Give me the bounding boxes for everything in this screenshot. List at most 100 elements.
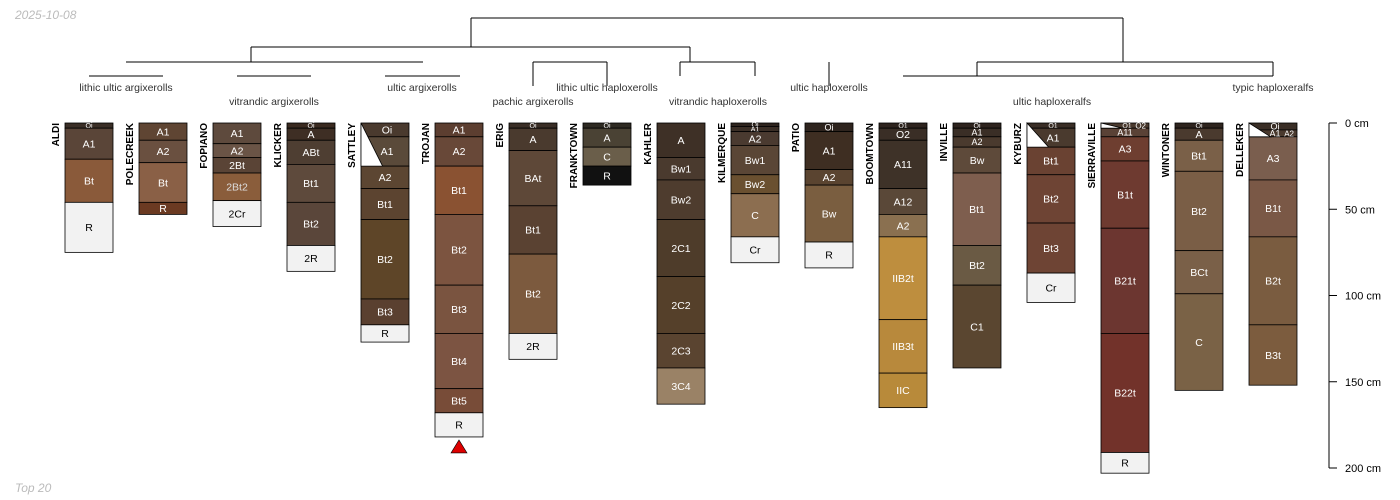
horizon-label: A2 [453, 146, 466, 158]
horizon-label: Bt2 [1043, 194, 1059, 206]
horizon-label: IIC [896, 385, 910, 397]
horizon-label: Bt1 [1191, 151, 1207, 163]
group-label: vitrandic haploxerolls [669, 96, 767, 108]
horizon-bt3 [360, 298, 410, 326]
horizon-label: Bw [822, 208, 837, 220]
horizon-label: A3 [1267, 153, 1280, 165]
profile-name: KLICKER [273, 122, 284, 167]
horizon-label: Cr [1045, 283, 1057, 295]
profile-name: INVILLE [939, 123, 950, 162]
profile-name: DELLEKER [1235, 122, 1246, 177]
horizon-label: Bw2 [745, 179, 766, 191]
horizon-label: B3t [1265, 350, 1281, 362]
horizon-label: C [1195, 337, 1203, 349]
horizon-label: Bt2 [525, 289, 541, 301]
horizon-label: 2C3 [671, 345, 690, 357]
horizon-label: R [381, 328, 389, 340]
horizon-label: C1 [970, 321, 984, 333]
depth-tick-label: 150 cm [1345, 377, 1381, 389]
horizon-bat [508, 150, 558, 207]
horizon-bw [952, 146, 1002, 174]
horizon-label: R [603, 170, 611, 182]
horizon-bct [1174, 250, 1224, 295]
horizon-label: IIB2t [892, 273, 914, 285]
horizon-label: Oi [974, 123, 981, 130]
horizon-label: 2R [526, 341, 540, 353]
horizon-label: Bt1 [303, 178, 319, 190]
horizon-label: Oi [86, 123, 93, 130]
horizon-label: Bt [158, 177, 168, 189]
horizon-label: Bw2 [671, 195, 692, 207]
horizon-label: O2 [1135, 122, 1146, 131]
horizon-bw1 [730, 145, 780, 176]
horizon-label: Bt3 [1043, 243, 1059, 255]
horizon-label: B2t [1265, 276, 1281, 288]
horizon-label: 2Cr [229, 208, 246, 220]
depth-tick-label: 50 cm [1345, 204, 1375, 216]
horizon-b3t [1248, 324, 1298, 386]
horizon-label: A2 [157, 146, 170, 158]
horizon-bt1 [286, 163, 336, 203]
horizon-label: Bt1 [525, 225, 541, 237]
footer-label: Top 20 [15, 481, 52, 495]
horizon-label: O1 [898, 123, 907, 130]
horizon-label: Bw1 [745, 155, 766, 167]
horizon-label: Bt1 [451, 185, 467, 197]
horizon-label: A11 [1117, 128, 1132, 138]
horizon-label: Bt1 [377, 199, 393, 211]
horizon-label: A1 [83, 138, 96, 150]
horizon-label: C [603, 151, 611, 163]
profile-name: SIERRAVILLE [1087, 123, 1098, 189]
horizon-label: ABt [303, 147, 320, 159]
horizon-label: A2 [749, 133, 762, 145]
group-label: pachic argixerolls [492, 96, 573, 108]
surface-wedge [1100, 122, 1123, 129]
profile-name: SATTLEY [347, 123, 358, 168]
horizon-label: Oi [308, 123, 315, 130]
horizon-bt2 [286, 201, 336, 246]
horizon-iib3t [878, 319, 928, 374]
horizon-label: BAt [525, 173, 542, 185]
horizon-b1t [1100, 160, 1150, 229]
horizon-label: 2C2 [671, 300, 690, 312]
surface-wedge [360, 122, 384, 167]
depth-tick-label: 100 cm [1345, 291, 1381, 303]
horizon-label: O2 [896, 129, 910, 141]
horizon-2c2 [656, 276, 706, 334]
horizon-label: 2Bt [229, 160, 245, 172]
horizon-a1 [64, 127, 114, 160]
horizon-bt1 [434, 165, 484, 215]
group-label: typic haploxeralfs [1232, 82, 1313, 94]
horizon-label: A [307, 129, 314, 141]
horizon-label: A1 [231, 128, 244, 140]
horizon-label: R [825, 250, 833, 262]
horizon-label: A1 [971, 128, 982, 138]
horizon-label: Oi [604, 123, 611, 130]
horizon-label: A2 [897, 220, 910, 232]
horizon-label: 3C4 [671, 381, 690, 393]
profile-name: KAHLER [643, 122, 654, 164]
horizon-r [138, 201, 188, 215]
profile-name: FRANKTOWN [569, 123, 580, 188]
profile-name: BOOMTOWN [865, 123, 876, 184]
horizon-c1 [952, 284, 1002, 369]
horizon-2r [286, 245, 336, 272]
horizon-label: Bt1 [1043, 156, 1059, 168]
horizon-label: A [1195, 129, 1202, 141]
horizon-2c3 [656, 333, 706, 369]
soil-profile-klicker: OiA ABt Bt1 Bt2 2R KLICKER [273, 122, 336, 272]
group-label: ultic haploxeralfs [1013, 96, 1091, 108]
horizon-2bt2 [212, 172, 262, 202]
horizon-label: Bw1 [671, 163, 692, 175]
horizon-label: Oi [825, 123, 834, 133]
horizon-bt1 [360, 188, 410, 221]
surface-wedge [1248, 122, 1272, 138]
horizon-a2 [434, 136, 484, 167]
horizon-bt2 [360, 219, 410, 300]
horizon-3c4 [656, 367, 706, 405]
horizon-bt1 [1026, 146, 1076, 176]
horizon-2c1 [656, 219, 706, 277]
